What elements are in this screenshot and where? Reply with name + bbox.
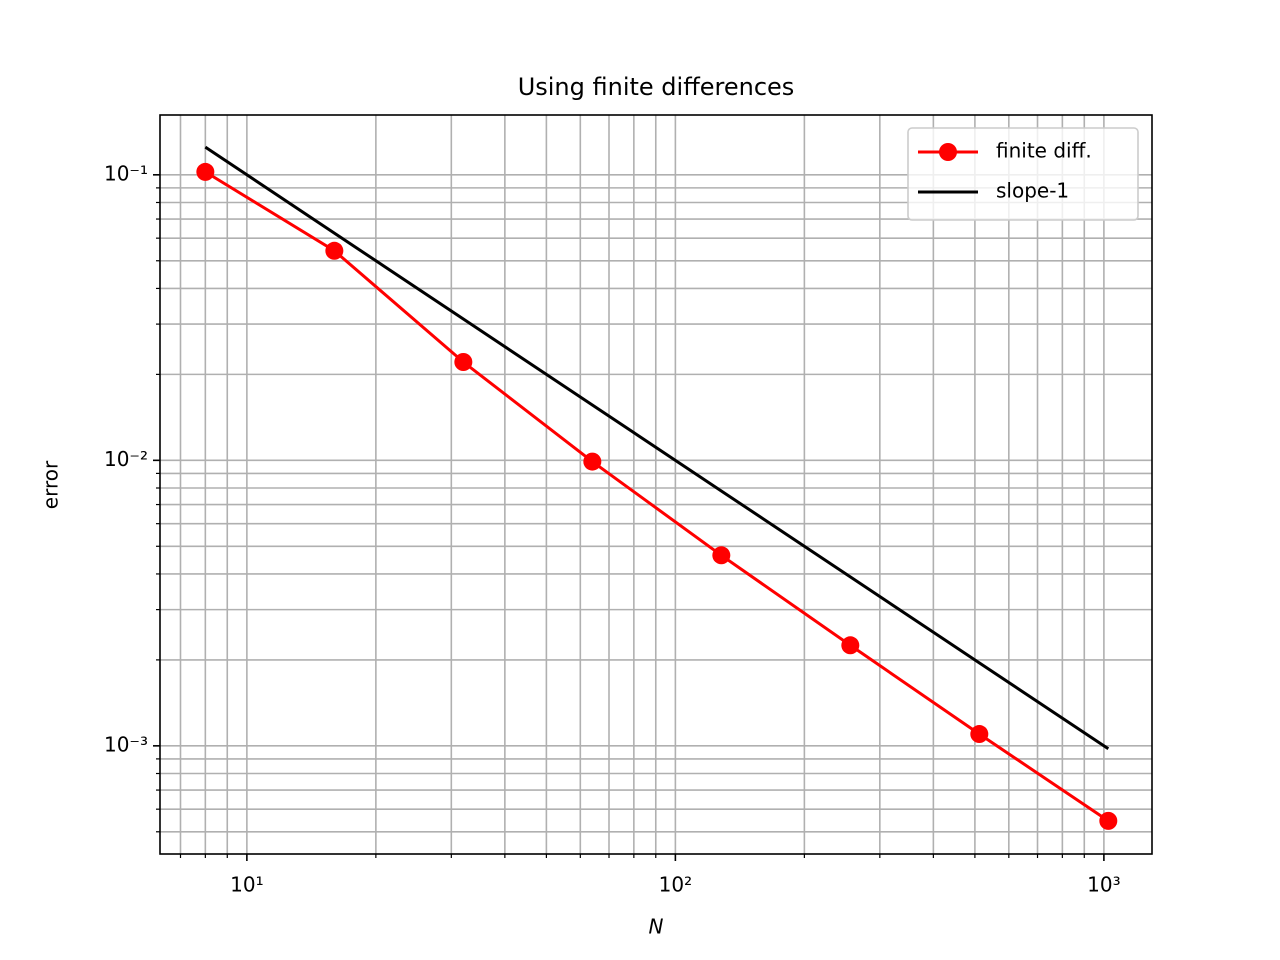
series-line xyxy=(204,170,1110,823)
x-tick-label: 10² xyxy=(659,873,692,897)
legend-label: slope-1 xyxy=(996,179,1069,203)
x-axis-label: N xyxy=(649,915,664,939)
axes-frame xyxy=(159,114,1153,855)
y-tick-label: 10⁻³ xyxy=(104,732,148,756)
series-line xyxy=(204,145,1110,751)
x-tick-label: 10³ xyxy=(1087,873,1120,897)
marker xyxy=(841,636,860,655)
marker xyxy=(1099,811,1118,830)
chart-title: Using finite differences xyxy=(518,73,795,101)
legend-marker xyxy=(939,143,957,161)
x-tick-label: 10¹ xyxy=(230,873,263,897)
y-tick-label: 10⁻² xyxy=(104,447,148,471)
marker xyxy=(583,452,602,471)
marker xyxy=(454,353,473,372)
marker xyxy=(712,546,731,565)
y-tick-label: 10⁻¹ xyxy=(104,161,148,185)
y-axis-label: error xyxy=(39,460,63,509)
marker xyxy=(970,725,989,744)
marker xyxy=(196,162,215,181)
marker xyxy=(325,241,344,260)
legend-label: finite diff. xyxy=(996,139,1092,163)
